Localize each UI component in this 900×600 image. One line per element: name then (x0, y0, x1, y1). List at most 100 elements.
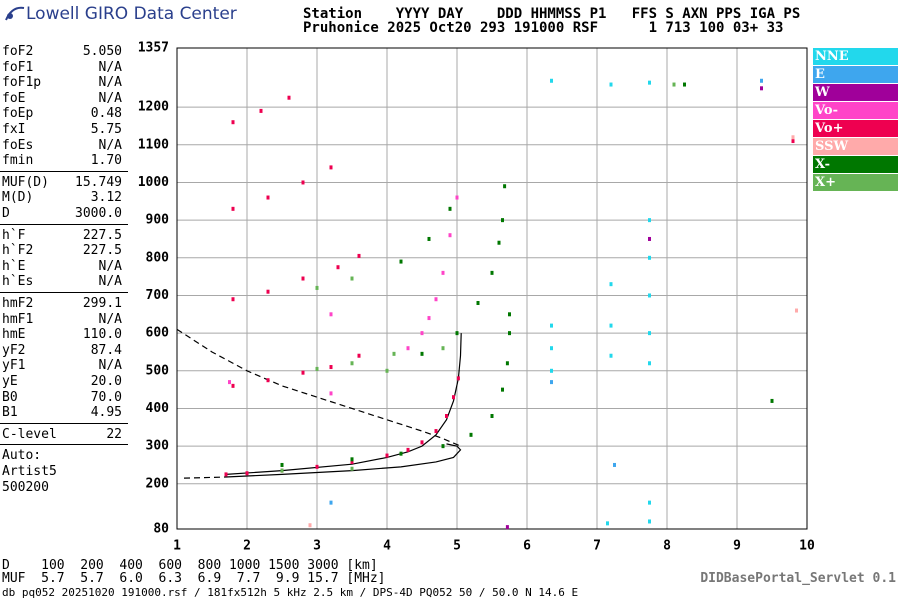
echo-point (245, 471, 249, 476)
legend-entry: W (813, 84, 898, 101)
param-value: 110.0 (82, 327, 122, 343)
echo-point (427, 316, 431, 321)
param-name: MUF(D) (2, 174, 49, 190)
echo-point (329, 312, 333, 317)
separator (0, 292, 128, 293)
y-tick-label: 1357 (138, 41, 169, 56)
muf-row: MUF 5.7 5.7 6.0 6.3 6.9 7.7 9.9 15.7 [MH… (2, 571, 386, 586)
legend-entry: SSW (813, 138, 898, 155)
echo-point (550, 346, 553, 351)
echo-point (455, 195, 459, 200)
param-name: yF1 (2, 358, 26, 374)
echo-point (308, 523, 312, 528)
param-name: foF1 (2, 59, 34, 75)
echo-point (795, 308, 798, 313)
profile-curve (183, 476, 227, 479)
echo-point (497, 240, 501, 245)
echo-point (648, 236, 651, 241)
y-tick-label: 400 (146, 401, 170, 416)
param-name: foF2 (2, 44, 34, 59)
param-name: Auto: (2, 448, 42, 464)
echo-point (259, 108, 263, 113)
param-value: 1.70 (90, 153, 122, 169)
logo-icon (5, 6, 25, 21)
param-value: N/A (98, 75, 122, 91)
servlet-label: DIDBasePortal_Servlet 0.1 (700, 571, 896, 586)
param-value: N/A (98, 137, 122, 153)
echo-point (287, 95, 291, 100)
echo-point (350, 276, 354, 281)
param-value: N/A (98, 358, 122, 374)
echo-point (228, 380, 231, 385)
header-line: Station YYYY DAY DDD HHMMSS P1 FFS S AXN… (303, 6, 801, 22)
echo-point (350, 466, 354, 471)
echo-point (231, 120, 235, 125)
echo-point (683, 82, 686, 87)
echo-point (231, 383, 235, 388)
echo-point (420, 331, 424, 336)
param-name: B0 (2, 389, 18, 405)
param-name: h`Es (2, 274, 34, 290)
echo-point (329, 165, 333, 170)
echo-point (280, 468, 284, 473)
echo-point (550, 380, 553, 385)
header-line: Pruhonice 2025 Oct20 293 191000 RSF 1 71… (303, 20, 784, 36)
echo-point (336, 265, 340, 270)
param-value: 5.050 (82, 44, 122, 59)
param-value: N/A (98, 90, 122, 106)
echo-point (420, 440, 424, 445)
echo-point (648, 361, 651, 366)
echo-point (455, 331, 459, 336)
echo-point (434, 297, 438, 302)
param-value: N/A (98, 311, 122, 327)
echo-point (648, 293, 651, 298)
separator (0, 444, 128, 446)
echo-point (357, 353, 361, 358)
param-name: foEs (2, 137, 34, 153)
echo-point (505, 525, 509, 530)
param-name: h`F2 (2, 243, 34, 259)
param-value: 0.48 (90, 106, 122, 122)
param-value: N/A (98, 59, 122, 75)
echo-point (550, 368, 553, 373)
profile-curve (225, 443, 462, 478)
param-name: B1 (2, 405, 18, 421)
param-name: foF1p (2, 75, 42, 91)
param-value: 3.12 (90, 190, 122, 206)
echo-point (301, 180, 305, 185)
echo-point (406, 447, 410, 452)
param-name: hmE (2, 327, 26, 343)
echo-point (770, 398, 774, 403)
echo-point (648, 331, 651, 336)
echo-point (760, 78, 763, 83)
separator (0, 170, 128, 172)
echo-point (791, 135, 795, 140)
param-name: D (2, 206, 10, 221)
x-tick-label: 5 (453, 539, 461, 554)
y-tick-label: 800 (146, 250, 170, 265)
logo-text: Lowell GIRO Data Center (26, 4, 237, 24)
echo-point (329, 391, 333, 396)
x-tick-label: 3 (313, 539, 321, 554)
echo-point (315, 366, 319, 371)
x-tick-label: 7 (593, 539, 601, 554)
echo-point (231, 206, 235, 211)
echo-point (399, 451, 403, 456)
echo-point (448, 206, 452, 211)
param-name: hmF2 (2, 296, 34, 311)
echo-point (350, 457, 354, 462)
echo-point (385, 368, 389, 373)
echo-point (505, 361, 509, 366)
param-value: 15.749 (75, 174, 122, 190)
echo-point (648, 80, 651, 85)
echo-point (301, 276, 305, 281)
separator (0, 223, 128, 225)
echo-point (329, 500, 333, 505)
y-tick-label: 500 (146, 363, 170, 378)
profile-curve (225, 333, 462, 475)
param-name: 500200 (2, 479, 49, 495)
echo-point (501, 387, 504, 392)
echo-point (490, 270, 494, 275)
